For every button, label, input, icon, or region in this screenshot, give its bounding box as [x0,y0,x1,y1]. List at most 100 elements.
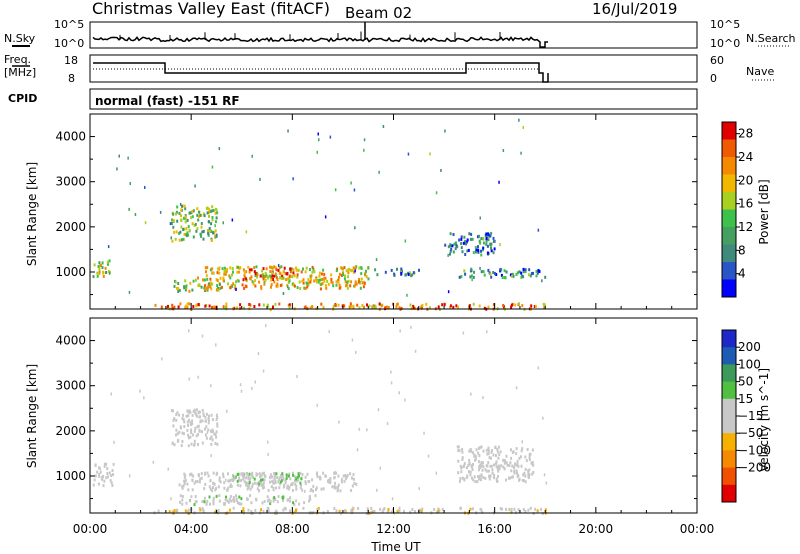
echo-cell [520,271,523,275]
echo-cell [128,290,131,294]
echo-cell [376,273,379,277]
echo-cell [176,219,179,223]
echo-cell [540,507,542,511]
echo-cell [471,507,474,511]
echo-cell [104,266,107,270]
echo-cell [405,273,407,277]
echo-cell [293,274,296,278]
echo-cell [212,430,214,434]
echo-cell [254,279,257,283]
echo-cell [298,280,301,284]
echo-cell [461,450,464,454]
echo-cell [304,489,306,493]
echo-cell [206,277,209,281]
echo-cell [461,458,464,461]
echo-cell [270,275,273,279]
echo-cell [232,496,235,499]
echo-cell [491,468,494,472]
echo-cell [478,468,480,472]
echo-cell [399,329,401,333]
echo-cell [108,259,111,263]
echo-cell [488,456,491,460]
echo-cell [234,284,237,288]
echo-cell [490,464,493,468]
echo-cell [471,451,474,455]
echo-cell [470,464,473,468]
echo-cell [381,510,384,514]
echo-cell [489,243,492,247]
echo-cell [502,465,505,469]
echo-cell [343,479,346,483]
echo-cell [497,464,500,468]
echo-cell [171,303,174,307]
echo-cell [193,443,196,447]
echo-cell [345,477,347,481]
echo-cell [508,508,511,511]
echo-cell [212,481,215,485]
echo-cell [265,324,267,328]
colorbar-segment [722,416,736,434]
echo-cell [256,275,259,279]
echo-cell [247,482,250,486]
freq-trace [93,62,549,83]
echo-cell [376,488,378,492]
echo-cell [209,502,211,506]
echo-cell [317,279,320,282]
echo-cell [309,280,312,284]
echo-cell [423,431,425,435]
echo-cell [497,456,500,460]
echo-cell [110,392,112,396]
echo-cell [179,494,182,498]
echo-cell [252,475,254,479]
echo-cell [511,475,514,479]
echo-cell [284,478,287,482]
colorbar-segment [722,450,736,469]
colorbar-tick-label: 8 [738,243,746,257]
echo-cell [187,444,190,448]
echo-cell [527,273,530,277]
echo-cell [101,266,104,270]
echo-cell [246,487,249,491]
echo-cell [477,250,480,254]
echo-cell [478,465,481,469]
echo-cell [492,303,495,307]
echo-cell [111,469,114,472]
echo-cell [344,474,347,478]
colorbar-segment [722,244,736,263]
echo-cell [242,507,245,511]
echo-cell [360,272,363,276]
echo-cell [215,472,218,476]
echo-cell [263,478,266,482]
echo-cell [173,417,176,421]
echo-cell [350,280,353,284]
echo-cell [485,464,488,468]
echo-cell [351,476,353,480]
echo-cell [217,267,220,271]
time-axis: 00:00 04:00 08:00 12:00 16:00 20:00 00:00 [73,114,714,536]
echo-cell [212,271,215,275]
echo-cell [240,497,243,501]
echo-cell [470,274,473,278]
echo-cell [507,476,510,480]
echo-cell [103,464,106,468]
echo-cell [184,207,187,211]
echo-cell [231,218,234,222]
echo-cell [482,449,485,453]
echo-cell [335,269,338,273]
echo-cell [201,500,204,503]
echo-cell [274,266,277,270]
echo-cell [444,129,446,133]
echo-cell [178,231,181,235]
echo-cell [385,305,388,309]
echo-cell [372,305,375,309]
echo-cell [479,266,481,270]
echo-cell [390,381,393,385]
echo-cell [214,488,217,492]
echo-cell [527,472,530,475]
colorbar-segment [722,467,736,486]
echo-cell [340,266,343,270]
echo-cell [347,271,350,275]
echo-cell [206,431,209,434]
echo-cell [485,448,488,452]
echo-cell [323,272,326,276]
